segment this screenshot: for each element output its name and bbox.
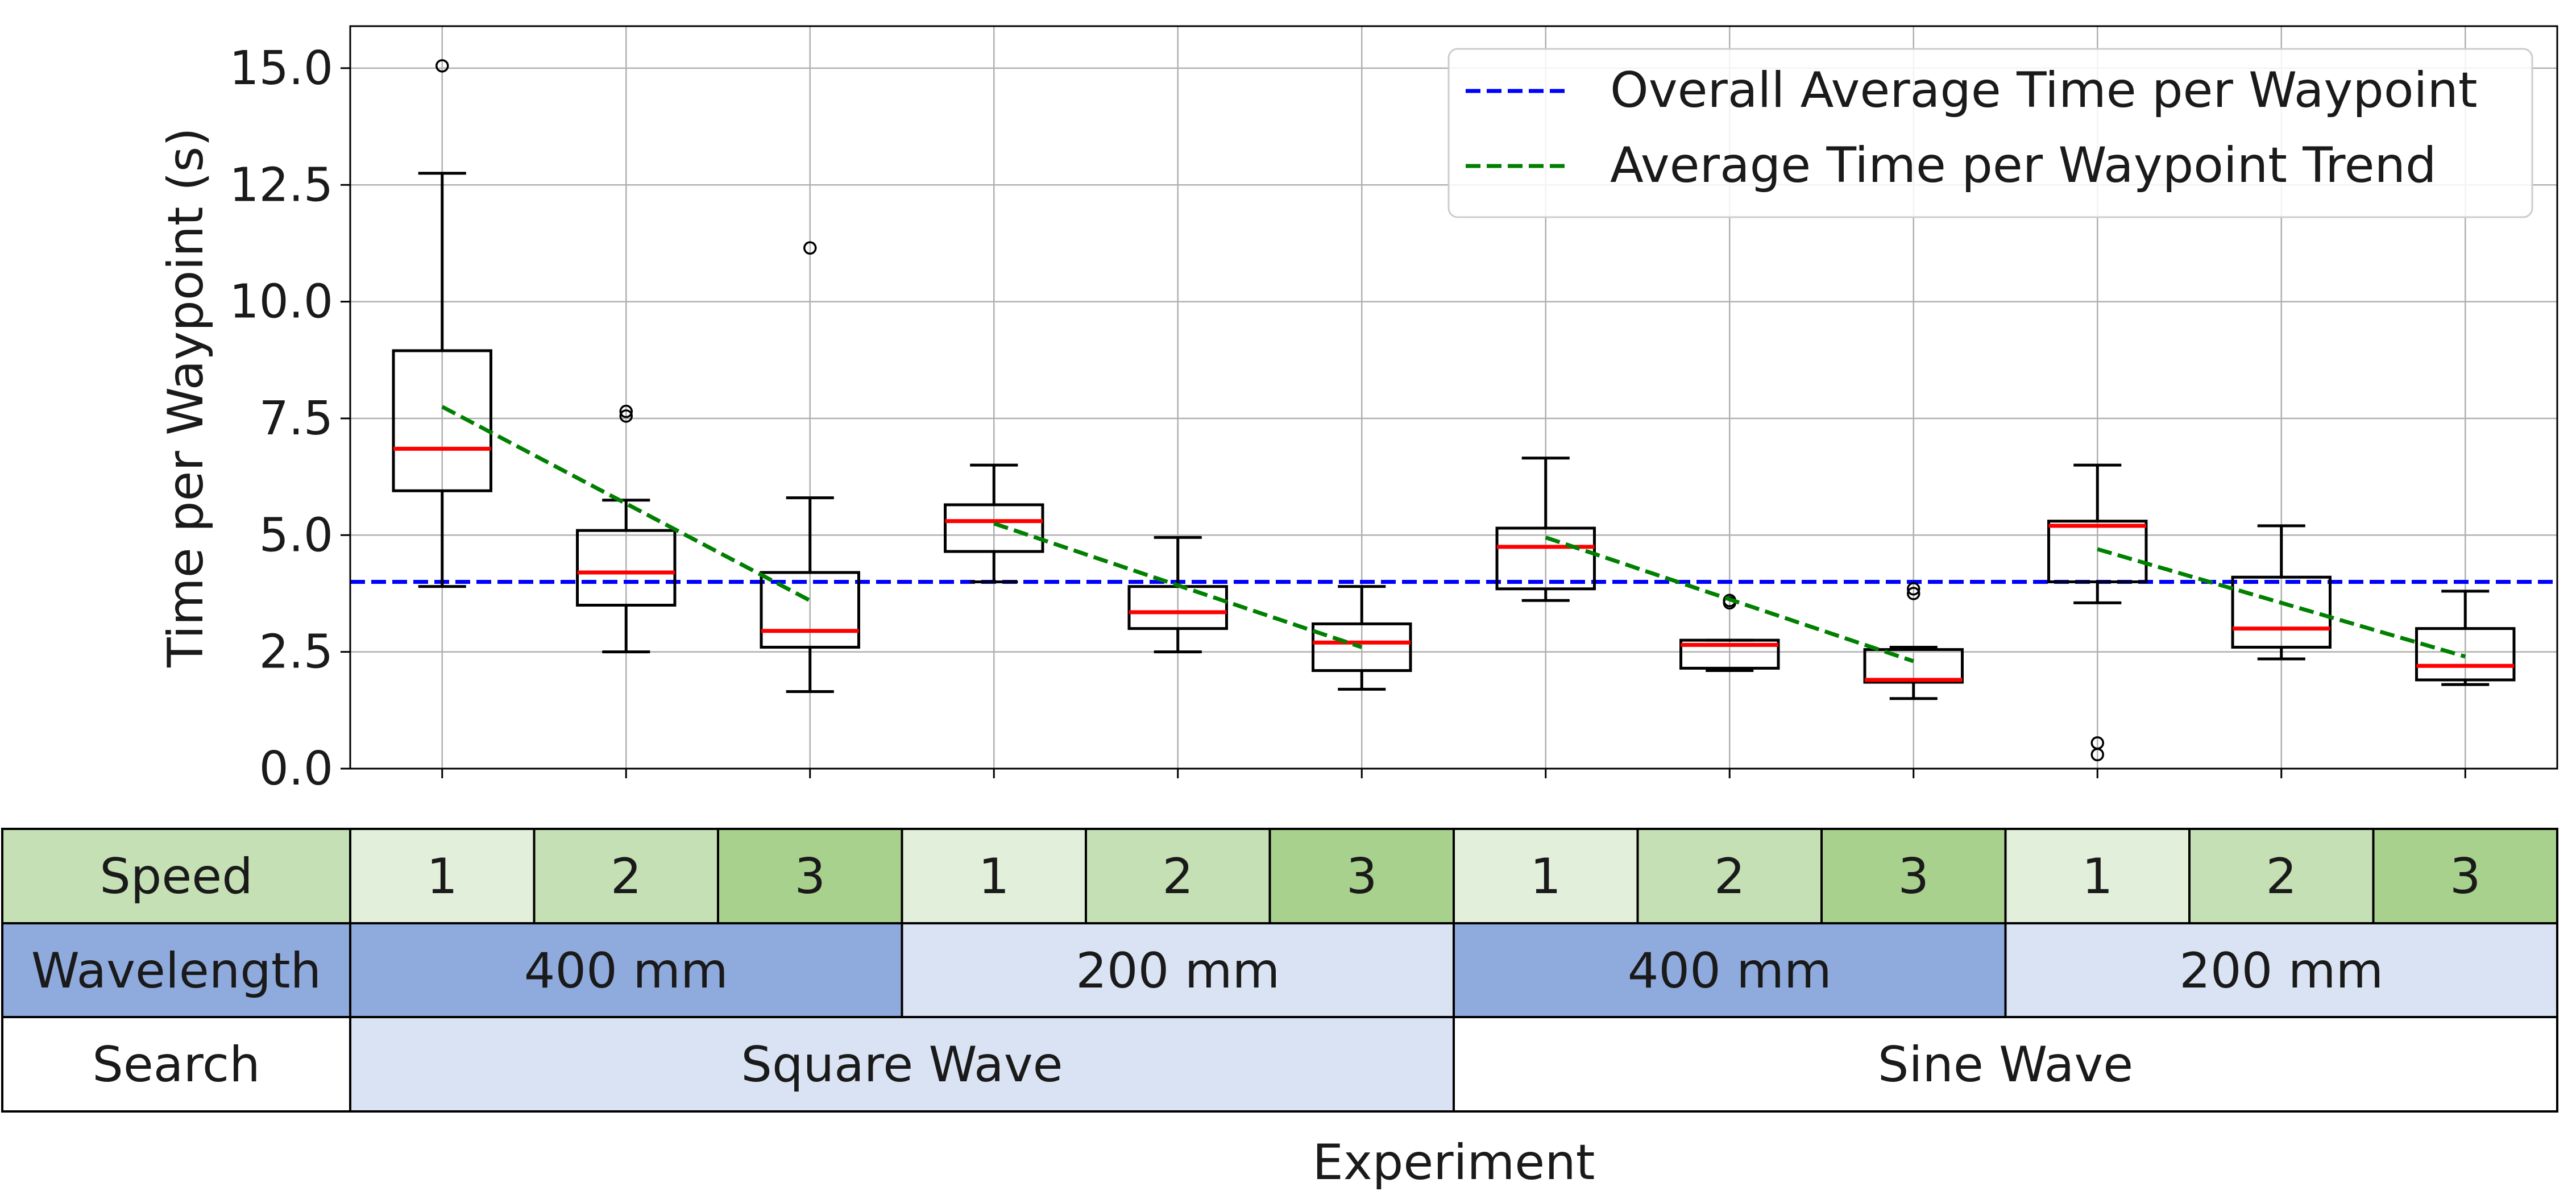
- box-6: [1312, 585, 1412, 691]
- table-cell-label: 1: [426, 848, 458, 905]
- y-tick-label: 10.0: [229, 275, 333, 329]
- y-tick-label: 7.5: [259, 392, 333, 446]
- box-iqr: [2047, 520, 2148, 583]
- box-iqr: [760, 571, 860, 649]
- table-cell: [901, 828, 1087, 924]
- outlier-point: [803, 241, 817, 255]
- box-1: [392, 59, 492, 588]
- box-iqr: [2415, 627, 2516, 682]
- plot-border: [349, 25, 2558, 770]
- y-tick-label: 0.0: [259, 742, 333, 796]
- box-iqr: [2231, 575, 2332, 649]
- table-cell: [1268, 828, 1455, 924]
- table-row-header-label: Speed: [99, 848, 253, 905]
- table-cell-label: 3: [1898, 848, 1929, 905]
- trend-lines-group: [441, 405, 2466, 663]
- box-4: [944, 463, 1044, 583]
- legend-label-2: Average Time per Waypoint Trend: [1610, 137, 2437, 194]
- table-cell-label: 2: [2266, 848, 2297, 905]
- y-tick-label: 15.0: [229, 42, 333, 96]
- box-iqr: [1312, 622, 1412, 673]
- table-cell-label: 200 mm: [1076, 943, 1280, 999]
- table-cell: [349, 1016, 1455, 1113]
- legend-box: [1447, 48, 2533, 218]
- boxes-group: [392, 59, 2516, 762]
- experiment-table: Speed 1 2 3 1 2 3 1 2 3 1 2 3 Wavelength 400 mm 200 mm 4…: [1, 828, 2558, 1113]
- table-cell-label: 1: [2082, 848, 2113, 905]
- table-cell-label: 1: [1530, 848, 1561, 905]
- box-iqr: [944, 503, 1044, 553]
- box-iqr: [1679, 638, 1780, 670]
- table-cell-label: 3: [794, 848, 826, 905]
- outlier-point: [619, 404, 633, 418]
- box-10: [2047, 463, 2148, 762]
- table-cell: [533, 828, 719, 924]
- trend-line-3: [1545, 536, 1914, 663]
- table-cell: [349, 922, 903, 1019]
- table-cell-label: 3: [1346, 848, 1378, 905]
- table-cell-label: 1: [978, 848, 1010, 905]
- y-tick-label: 12.5: [229, 158, 333, 212]
- box-iqr: [576, 529, 677, 607]
- box-2: [576, 404, 677, 654]
- table-row-speed: Speed 1 2 3 1 2 3 1 2 3 1 2 3: [1, 828, 2558, 924]
- table-cell-label: 2: [611, 848, 642, 905]
- table-row-search: Search Square Wave Sine Wave: [1, 1016, 2558, 1113]
- table-cell: [2004, 922, 2558, 1019]
- plot-frame: [349, 25, 2558, 770]
- table-row-header-label: Search: [92, 1036, 260, 1093]
- table-cell: [2188, 828, 2375, 924]
- outlier-point: [619, 409, 633, 423]
- table-cell: [1820, 828, 2007, 924]
- legend-label-1: Overall Average Time per Waypoint: [1610, 62, 2478, 119]
- table-cell-label: Square Wave: [741, 1036, 1063, 1093]
- table-cell-label: 400 mm: [1628, 943, 1832, 999]
- table-cell-label: 3: [2450, 848, 2481, 905]
- table-cell: [1085, 828, 1271, 924]
- x-axis-label: Experiment: [1313, 1134, 1595, 1191]
- box-3: [760, 241, 860, 693]
- outlier-point: [1907, 582, 1920, 596]
- table-cell: [1453, 922, 2007, 1019]
- box-11: [2231, 524, 2332, 661]
- table-cell: [349, 828, 536, 924]
- table-cell: [1453, 828, 1639, 924]
- table-row-header-cell: [1, 828, 351, 924]
- table-row-header-cell: [1, 922, 351, 1019]
- table-row-header-cell: [1, 1016, 351, 1113]
- trend-line-1: [441, 405, 811, 603]
- box-iqr: [1495, 526, 1596, 591]
- outlier-point: [435, 59, 449, 73]
- trend-line-4: [2097, 547, 2466, 659]
- table-cell-label: 2: [1714, 848, 1745, 905]
- y-axis-label: Time per Waypoint (s): [157, 127, 214, 668]
- table-cell-label: 2: [1162, 848, 1193, 905]
- table-cell-label: 400 mm: [524, 943, 728, 999]
- outlier-point: [1907, 587, 1920, 600]
- box-iqr: [1863, 648, 1964, 684]
- y-ticks-group: 0.0 2.5 5.0 7.5 10.0 12.5 15.0: [229, 42, 2466, 796]
- outlier-point: [2090, 748, 2104, 762]
- box-9: [1863, 582, 1964, 700]
- box-iqr: [392, 349, 492, 492]
- y-tick-label: 5.0: [259, 508, 333, 562]
- y-tick-label: 2.5: [259, 625, 333, 679]
- table-cell: [1453, 1016, 2558, 1113]
- table-cell-label: Sine Wave: [1878, 1036, 2133, 1093]
- box-12: [2415, 590, 2516, 686]
- table-cell: [901, 922, 1455, 1019]
- table-row-header-label: Wavelength: [31, 943, 321, 999]
- table-cell-label: 200 mm: [2179, 943, 2383, 999]
- trend-line-2: [993, 521, 1363, 649]
- table-row-wavelength: Wavelength 400 mm 200 mm 400 mm 200 mm: [1, 922, 2558, 1019]
- table-cell: [2372, 828, 2558, 924]
- legend: Overall Average Time per Waypoint Average…: [1447, 48, 2533, 218]
